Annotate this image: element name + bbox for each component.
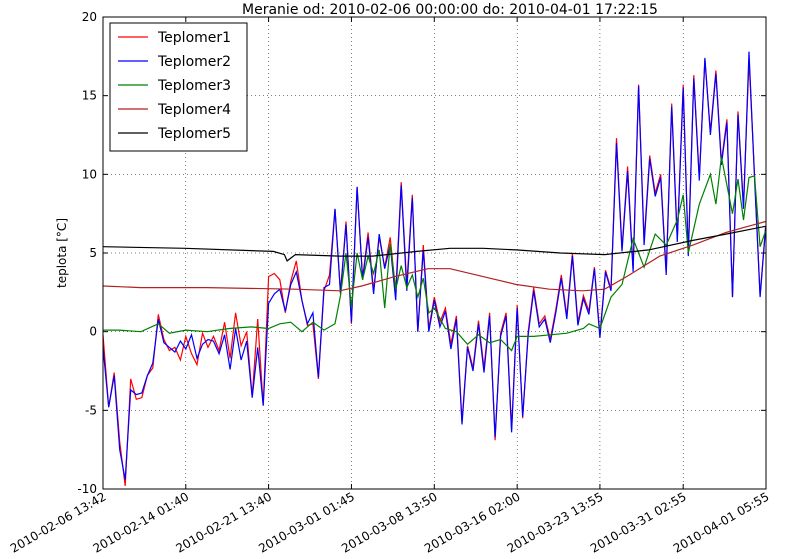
legend: Teplomer1 Teplomer2 Teplomer3 Teplomer4 Tepl…: [109, 22, 248, 152]
series-layer: [102, 51, 767, 486]
series-line-teplomer3: [103, 156, 767, 352]
legend-entry: Teplomer5: [157, 126, 231, 142]
legend-entry: Teplomer2: [157, 54, 231, 70]
y-tick-label: -10: [77, 482, 97, 496]
y-tick-label: -5: [85, 403, 97, 417]
y-tick-label: 0: [89, 325, 97, 339]
legend-box: [109, 22, 248, 152]
legend-entry: Teplomer4: [157, 102, 231, 118]
y-axis-label: teplota [°C]: [55, 218, 69, 288]
y-tick-label: 10: [82, 167, 97, 181]
y-tick-label: 5: [89, 246, 97, 260]
legend-entry: Teplomer3: [157, 78, 231, 94]
legend-entry: Teplomer1: [157, 30, 231, 46]
series-line-teplomer2: [102, 51, 767, 480]
chart-title: Meranie od: 2010-02-06 00:00:00 do: 2010…: [242, 2, 658, 18]
y-tick-label: 15: [82, 89, 97, 103]
series-line-teplomer5: [102, 225, 766, 262]
series-line-teplomer4: [102, 220, 766, 292]
y-tick-label: 20: [82, 10, 97, 24]
